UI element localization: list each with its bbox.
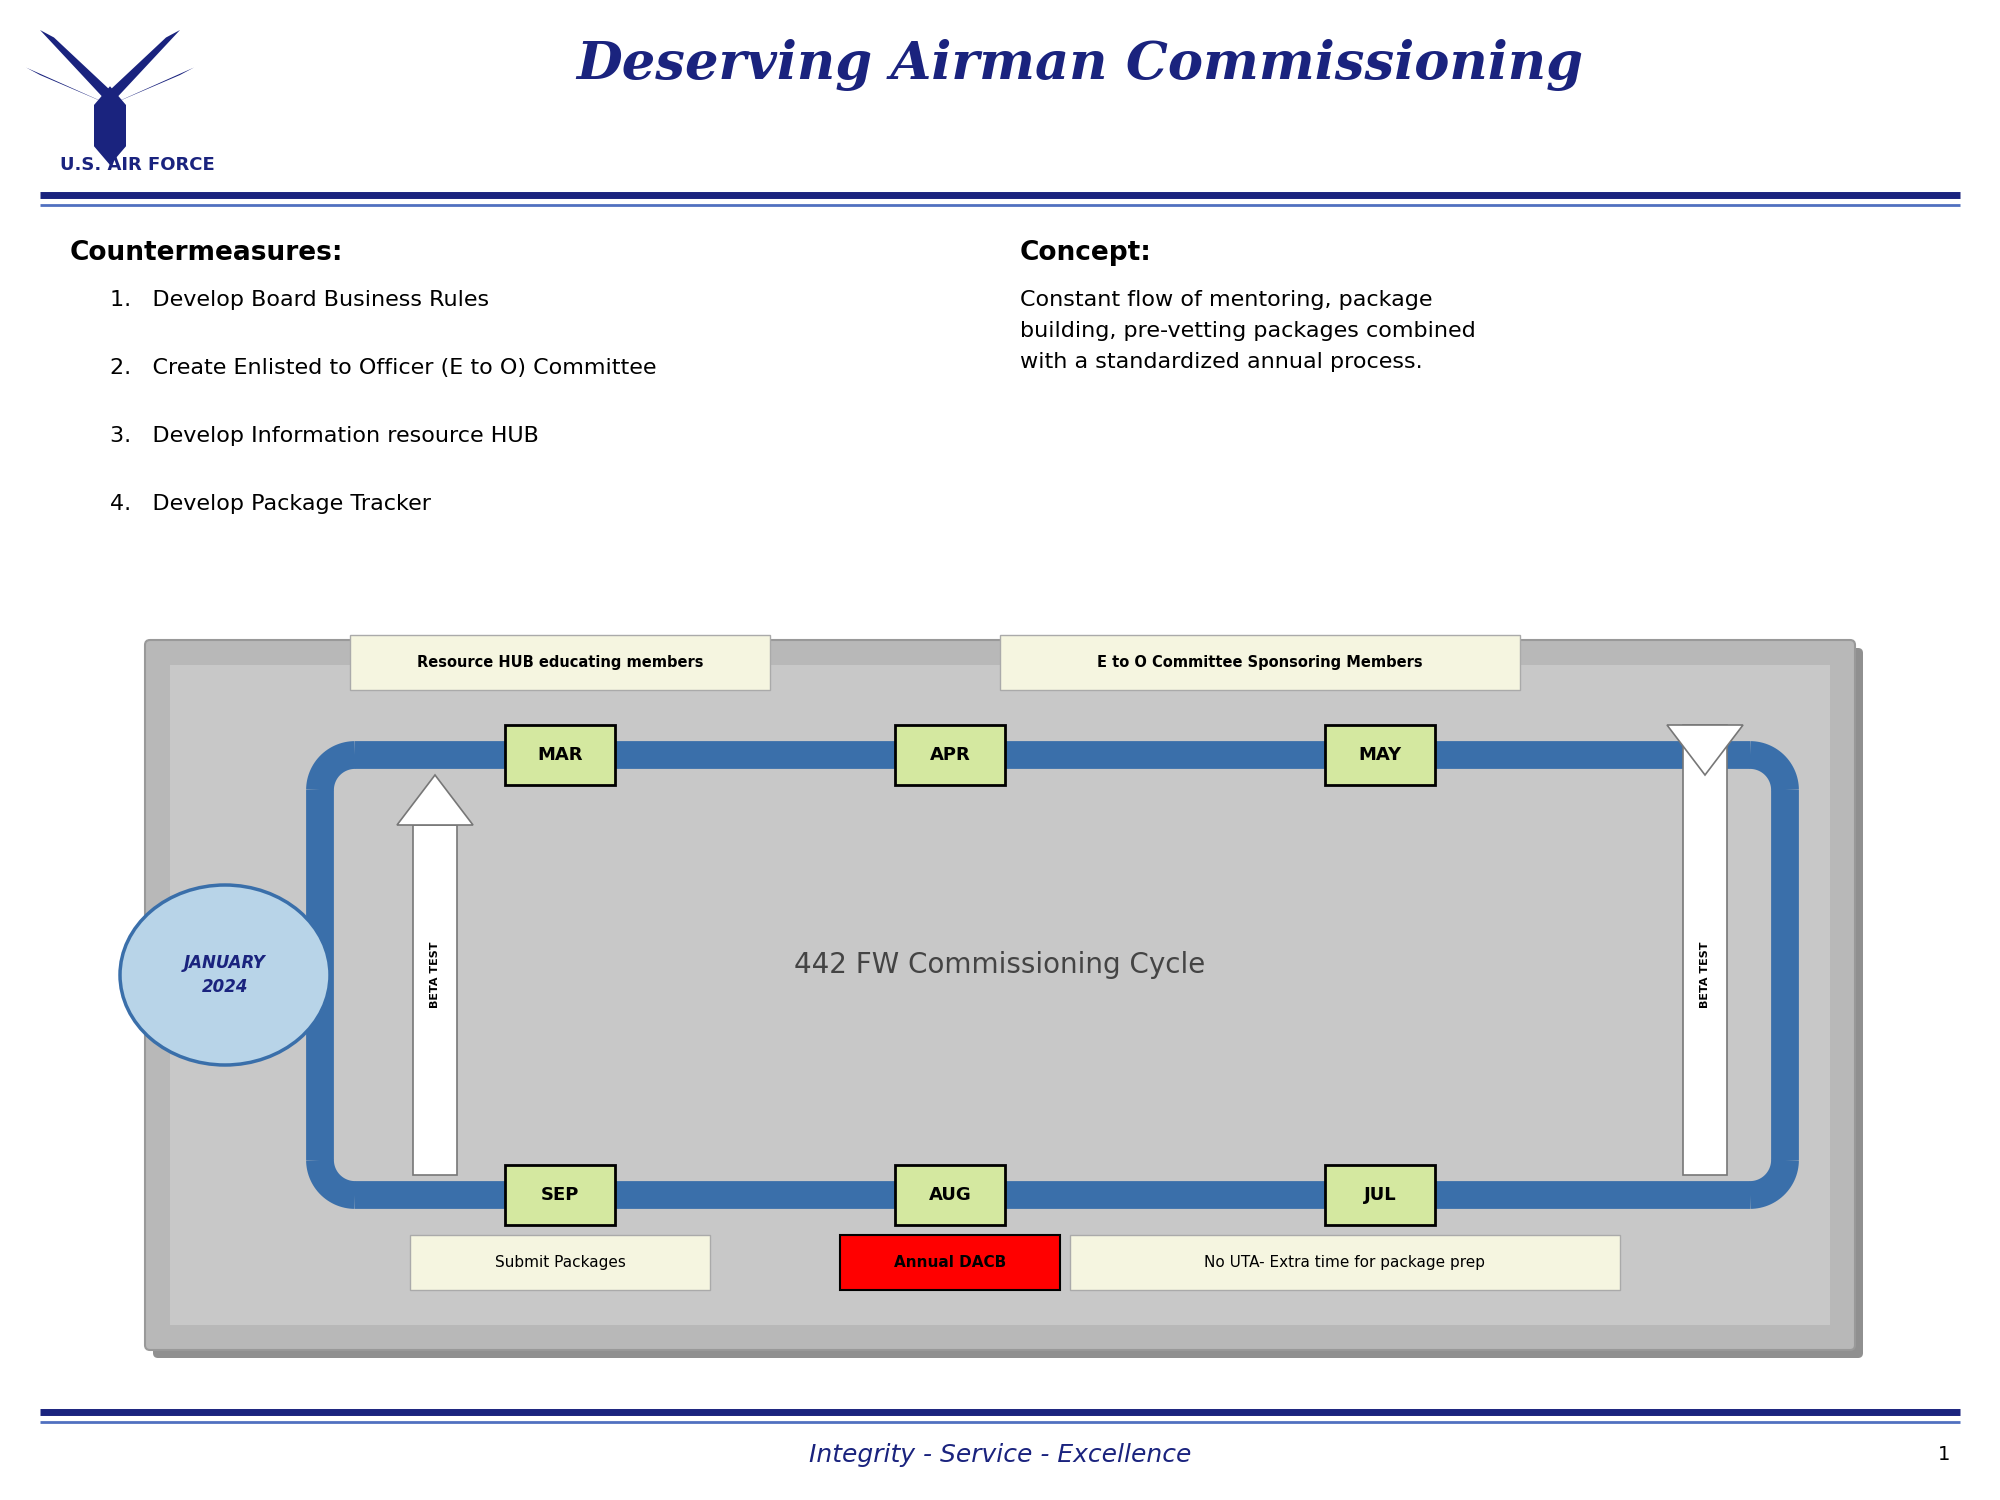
Text: MAY: MAY: [1358, 746, 1402, 764]
FancyBboxPatch shape: [152, 648, 1864, 1358]
FancyBboxPatch shape: [1684, 724, 1728, 1174]
Text: 4.   Develop Package Tracker: 4. Develop Package Tracker: [110, 494, 432, 514]
Polygon shape: [396, 776, 472, 825]
Text: 442 FW Commissioning Cycle: 442 FW Commissioning Cycle: [794, 951, 1206, 980]
FancyBboxPatch shape: [350, 634, 770, 690]
FancyBboxPatch shape: [840, 1234, 1060, 1290]
Text: No UTA- Extra time for package prep: No UTA- Extra time for package prep: [1204, 1256, 1486, 1270]
Text: 1: 1: [1938, 1446, 1950, 1464]
Ellipse shape: [120, 885, 330, 1065]
Polygon shape: [110, 68, 194, 105]
Text: 3.   Develop Information resource HUB: 3. Develop Information resource HUB: [110, 426, 538, 445]
Text: Resource HUB educating members: Resource HUB educating members: [416, 656, 704, 670]
FancyBboxPatch shape: [410, 1234, 710, 1290]
Text: JANUARY
2024: JANUARY 2024: [184, 954, 266, 996]
Text: E to O Committee Sponsoring Members: E to O Committee Sponsoring Members: [1098, 656, 1422, 670]
Text: Deserving Airman Commissioning: Deserving Airman Commissioning: [576, 39, 1584, 92]
Text: Annual DACB: Annual DACB: [894, 1256, 1006, 1270]
Text: 2.   Create Enlisted to Officer (E to O) Committee: 2. Create Enlisted to Officer (E to O) C…: [110, 358, 656, 378]
Text: APR: APR: [930, 746, 970, 764]
FancyBboxPatch shape: [1324, 724, 1436, 784]
FancyBboxPatch shape: [144, 640, 1856, 1350]
FancyBboxPatch shape: [504, 1166, 616, 1226]
FancyBboxPatch shape: [170, 664, 1830, 1324]
Polygon shape: [26, 68, 110, 105]
Text: Integrity - Service - Excellence: Integrity - Service - Excellence: [808, 1443, 1192, 1467]
Text: Concept:: Concept:: [1020, 240, 1152, 266]
Polygon shape: [1668, 724, 1744, 776]
FancyBboxPatch shape: [1324, 1166, 1436, 1226]
Text: SEP: SEP: [540, 1186, 580, 1204]
Polygon shape: [96, 50, 124, 72]
Text: MAR: MAR: [538, 746, 582, 764]
Polygon shape: [94, 86, 126, 165]
Text: BETA TEST: BETA TEST: [1700, 942, 1710, 1008]
FancyBboxPatch shape: [894, 724, 1004, 784]
FancyBboxPatch shape: [1070, 1234, 1620, 1290]
Text: 1.   Develop Board Business Rules: 1. Develop Board Business Rules: [110, 290, 490, 310]
Text: JUL: JUL: [1364, 1186, 1396, 1204]
FancyBboxPatch shape: [1000, 634, 1520, 690]
Polygon shape: [110, 30, 180, 105]
Text: AUG: AUG: [928, 1186, 972, 1204]
FancyBboxPatch shape: [414, 825, 456, 1174]
Text: Countermeasures:: Countermeasures:: [70, 240, 344, 266]
FancyBboxPatch shape: [504, 724, 616, 784]
Text: Constant flow of mentoring, package
building, pre-vetting packages combined
with: Constant flow of mentoring, package buil…: [1020, 290, 1476, 372]
Text: BETA TEST: BETA TEST: [430, 942, 440, 1008]
Polygon shape: [40, 30, 110, 105]
Text: Submit Packages: Submit Packages: [494, 1256, 626, 1270]
FancyBboxPatch shape: [894, 1166, 1004, 1226]
Text: U.S. AIR FORCE: U.S. AIR FORCE: [60, 156, 214, 174]
